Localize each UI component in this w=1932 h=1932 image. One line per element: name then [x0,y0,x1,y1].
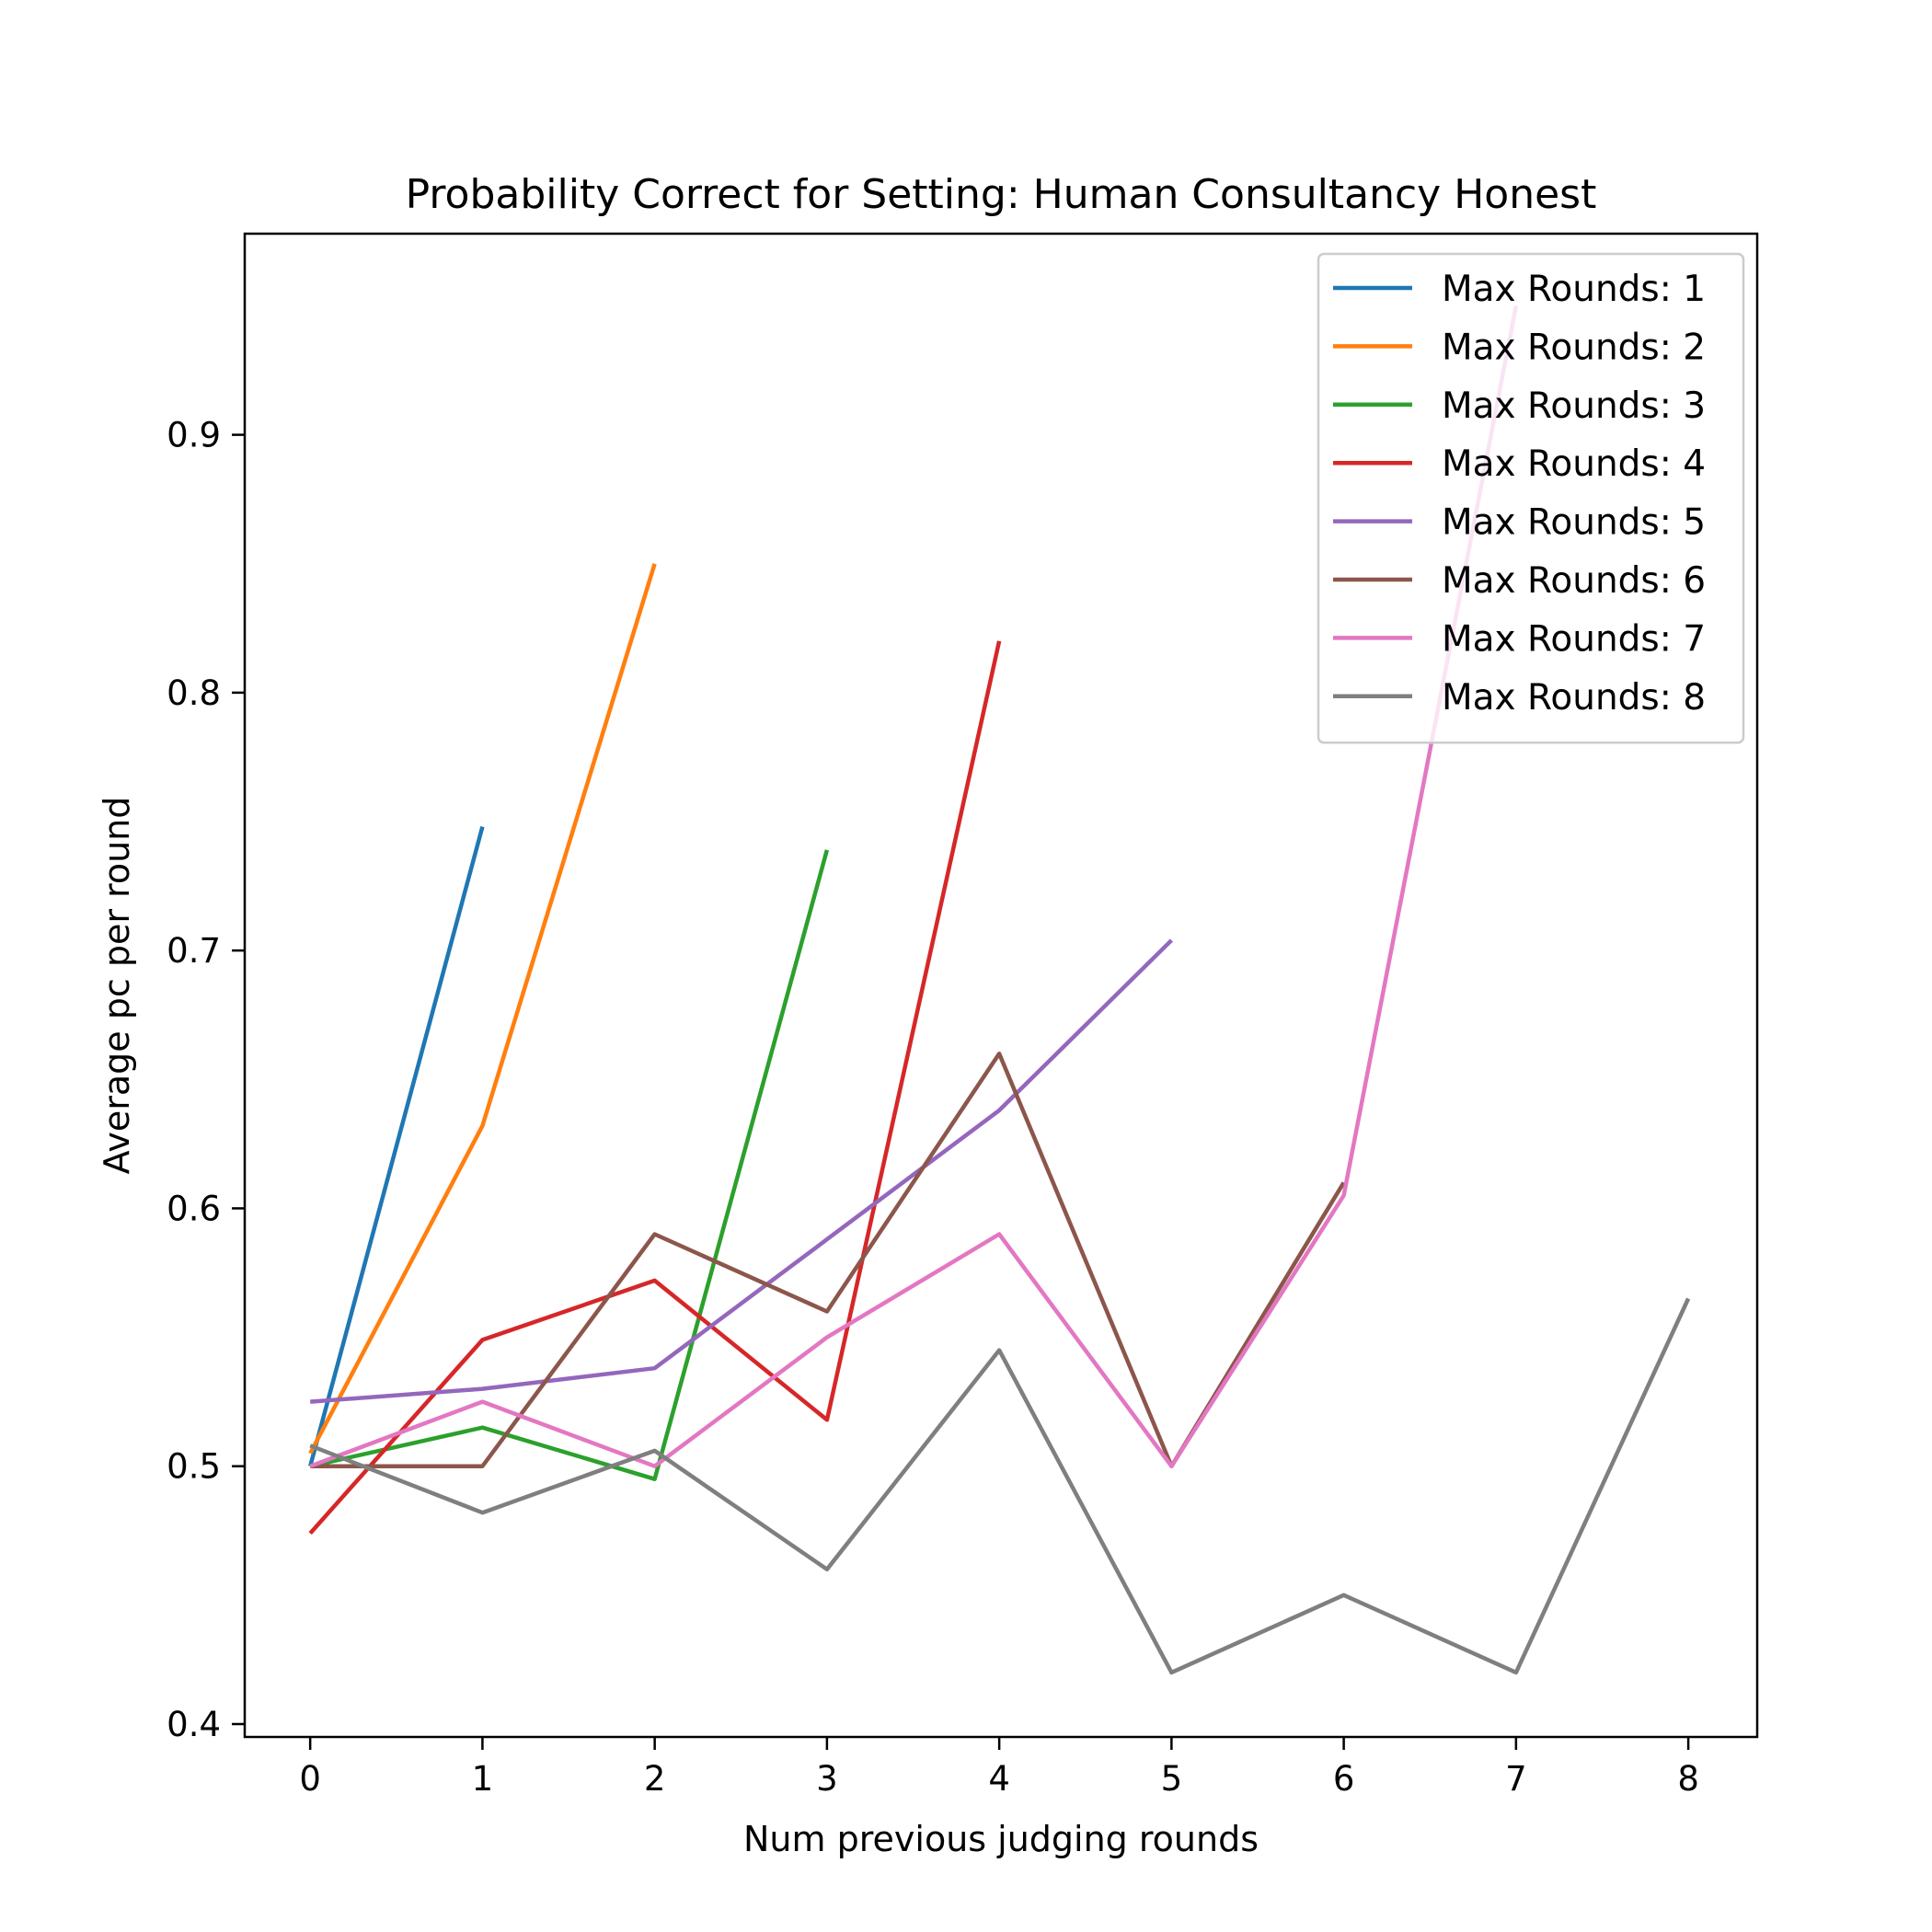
legend-label-6: Max Rounds: 6 [1442,560,1706,602]
series-line-7 [309,305,1519,1468]
series-line-2 [308,563,657,1455]
x-tick-label: 2 [644,1759,666,1799]
x-tick-label: 6 [1333,1759,1355,1799]
x-tick-label: 5 [1161,1759,1183,1799]
x-tick-label: 1 [472,1759,494,1799]
chart-title: Probability Correct for Setting: Human C… [406,171,1597,218]
legend-label-7: Max Rounds: 7 [1442,618,1706,660]
legend-label-3: Max Rounds: 3 [1442,385,1706,427]
y-axis: 0.4 0.5 0.6 0.7 0.8 0.9 [167,416,245,1744]
x-axis: 0 1 2 3 4 5 6 7 8 [299,1737,1699,1799]
y-axis-label: Average pc per round [97,797,137,1175]
y-tick-label: 0.8 [167,673,221,713]
x-axis-label: Num previous judging rounds [743,1819,1259,1859]
plot-area-frame [243,232,1759,1739]
legend-box [1317,252,1745,744]
y-tick-label: 0.9 [167,416,221,455]
x-tick-label: 3 [816,1759,838,1799]
x-tick-label: 0 [299,1759,321,1799]
y-tick-label: 0.7 [167,931,221,971]
x-tick-label: 4 [988,1759,1010,1799]
legend-label-4: Max Rounds: 4 [1442,443,1706,485]
series-layer [308,305,1691,1675]
series-line-1 [308,826,485,1467]
y-tick-label: 0.5 [167,1447,221,1487]
x-tick-label: 7 [1505,1759,1527,1799]
series-line-3 [309,849,830,1481]
legend-label-1: Max Rounds: 1 [1442,269,1706,310]
legend-label-5: Max Rounds: 5 [1442,502,1706,544]
y-tick-label: 0.6 [167,1189,221,1228]
legend-label-8: Max Rounds: 8 [1442,677,1706,719]
legend-label-2: Max Rounds: 2 [1442,327,1706,368]
y-tick-label: 0.4 [167,1705,221,1744]
legend: Max Rounds: 1 Max Rounds: 2 Max Rounds: 3 M… [1317,252,1745,744]
x-tick-label: 8 [1677,1759,1699,1799]
series-line-8 [309,1297,1691,1675]
series-line-4 [308,640,1002,1535]
series-line-5 [310,938,1173,1404]
